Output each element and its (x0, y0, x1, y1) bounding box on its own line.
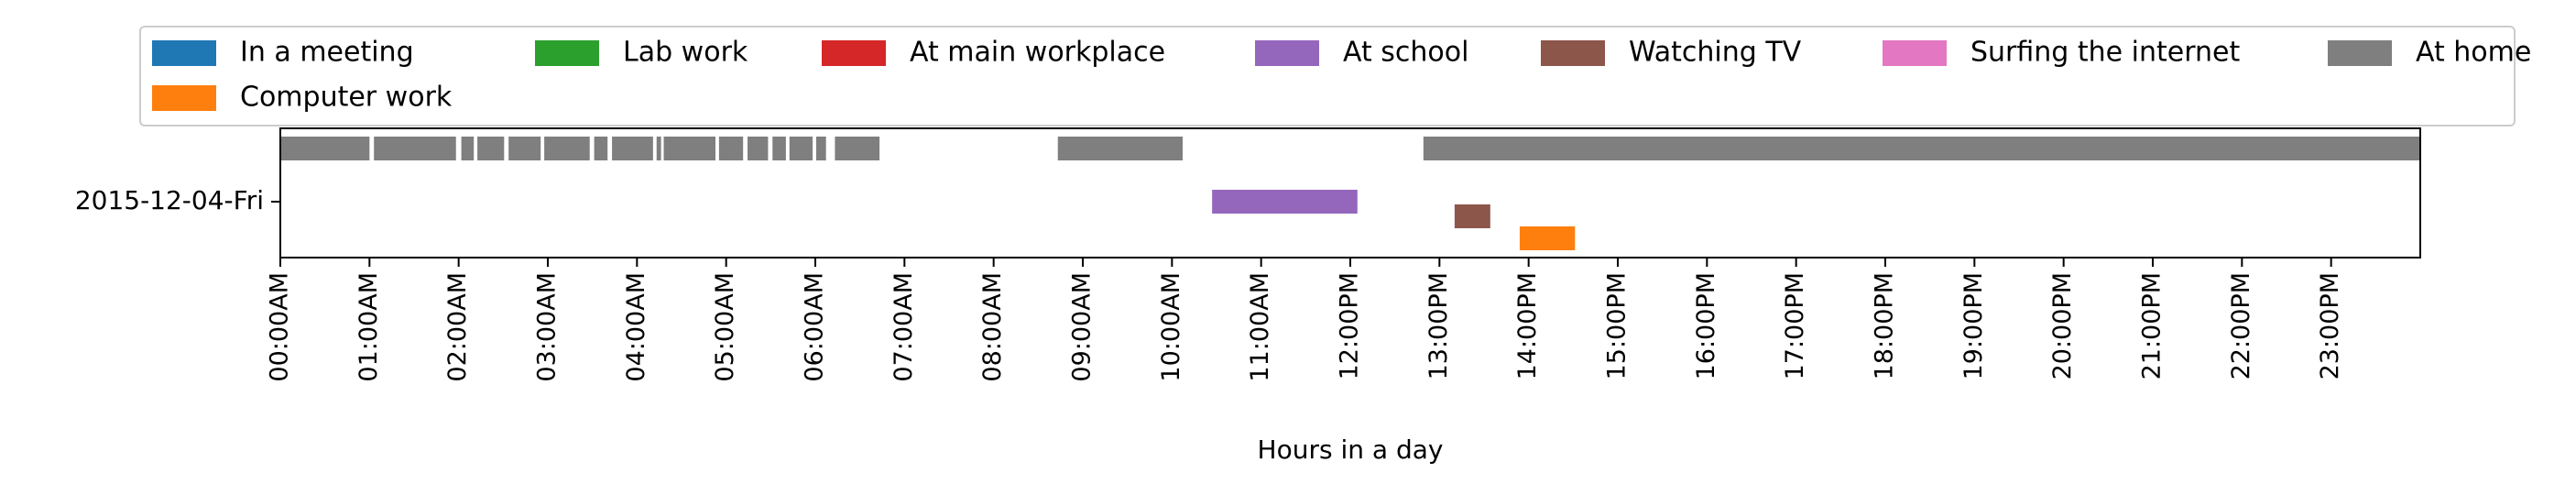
x-tick-label: 09:00AM (1068, 272, 1097, 382)
bar-watching-tv-0 (1454, 204, 1490, 228)
bar-at-home-8 (656, 137, 661, 160)
legend-label: Watching TV (1629, 37, 1802, 69)
bar-at-home-15 (835, 137, 880, 160)
legend: In a meeting Lab work At main workplace At … (139, 26, 2531, 126)
legend-swatch (2328, 40, 2392, 66)
legend-label: Surfing the internet (1970, 37, 2240, 69)
legend-label: At main workplace (910, 37, 1165, 69)
legend-item-lab-work: Lab work (535, 37, 748, 69)
x-tick-label: 18:00PM (1871, 272, 1899, 380)
x-tick-label: 06:00AM (801, 272, 829, 382)
x-tick-label: 05:00AM (711, 272, 739, 382)
x-tick-label: 21:00PM (2138, 272, 2167, 380)
x-tick-label: 20:00PM (2048, 272, 2077, 380)
legend-swatch (1255, 40, 1319, 66)
x-tick-label: 23:00PM (2316, 272, 2344, 380)
legend-swatch (1883, 40, 1947, 66)
x-tick-label: 07:00AM (890, 272, 918, 382)
legend-item-at-home: At home (2328, 37, 2531, 69)
x-tick-label: 12:00PM (1336, 272, 1364, 380)
bar-at-home-14 (815, 137, 826, 160)
legend-item-in-a-meeting: In a meeting (152, 37, 414, 69)
bar-at-home-17 (1423, 137, 2420, 160)
x-tick-label: 04:00AM (622, 272, 650, 382)
legend-label: At school (1343, 37, 1468, 69)
x-axis-ticks: 00:00AM 01:00AM 02:00AM 03:00AM 04:00AM 05:00… (266, 258, 2344, 382)
x-tick-label: 10:00AM (1157, 272, 1185, 382)
x-tick-label: 02:00AM (443, 272, 472, 382)
bar-at-home-12 (772, 137, 786, 160)
legend-label: Computer work (240, 82, 453, 114)
x-tick-label: 17:00PM (1781, 272, 1809, 380)
legend-item-at-school: At school (1255, 37, 1468, 69)
x-tick-label: 14:00PM (1513, 272, 1542, 380)
x-tick-label: 19:00PM (1959, 272, 1988, 380)
x-tick-label: 16:00PM (1692, 272, 1720, 380)
bar-at-home-2 (461, 137, 475, 160)
bar-at-home-10 (718, 137, 744, 160)
x-tick-label: 15:00PM (1603, 272, 1632, 380)
x-tick-label: 22:00PM (2227, 272, 2255, 380)
legend-label: In a meeting (240, 37, 414, 69)
y-axis-ticks: 2015-12-04-Fri (75, 185, 280, 215)
y-tick-label: 2015-12-04-Fri (75, 185, 264, 215)
bar-at-home-4 (508, 137, 541, 160)
activity-bars (280, 137, 2420, 250)
x-tick-label: 13:00PM (1424, 272, 1453, 380)
legend-item-watching-tv: Watching TV (1541, 37, 1802, 69)
x-tick-label: 01:00AM (355, 272, 383, 382)
legend-item-surfing-the-internet: Surfing the internet (1883, 37, 2240, 69)
x-tick-label: 08:00AM (978, 272, 1007, 382)
bar-at-home-16 (1057, 137, 1184, 160)
x-tick-label: 11:00AM (1246, 272, 1274, 382)
bar-at-home-3 (477, 137, 505, 160)
bar-computer-work-0 (1519, 226, 1576, 250)
legend-swatch (152, 85, 216, 111)
bar-at-home-11 (748, 137, 769, 160)
bar-at-home-7 (612, 137, 653, 160)
legend-label: Lab work (623, 37, 748, 69)
legend-item-at-main-workplace: At main workplace (822, 37, 1165, 69)
legend-swatch (822, 40, 886, 66)
legend-swatch (1541, 40, 1605, 66)
bar-at-school-0 (1212, 190, 1358, 214)
bar-at-home-1 (374, 137, 456, 160)
x-tick-label: 00:00AM (266, 272, 294, 382)
bar-at-home-13 (789, 137, 813, 160)
bar-at-home-6 (594, 137, 608, 160)
legend-item-computer-work: Computer work (152, 82, 453, 114)
bar-at-home-0 (280, 137, 370, 160)
legend-label: At home (2416, 37, 2531, 69)
legend-swatch (152, 40, 216, 66)
x-tick-label: 03:00AM (533, 272, 562, 382)
bar-at-home-5 (544, 137, 590, 160)
x-axis-label: Hours in a day (1258, 434, 1444, 465)
bar-at-home-9 (663, 137, 715, 160)
legend-swatch (535, 40, 599, 66)
